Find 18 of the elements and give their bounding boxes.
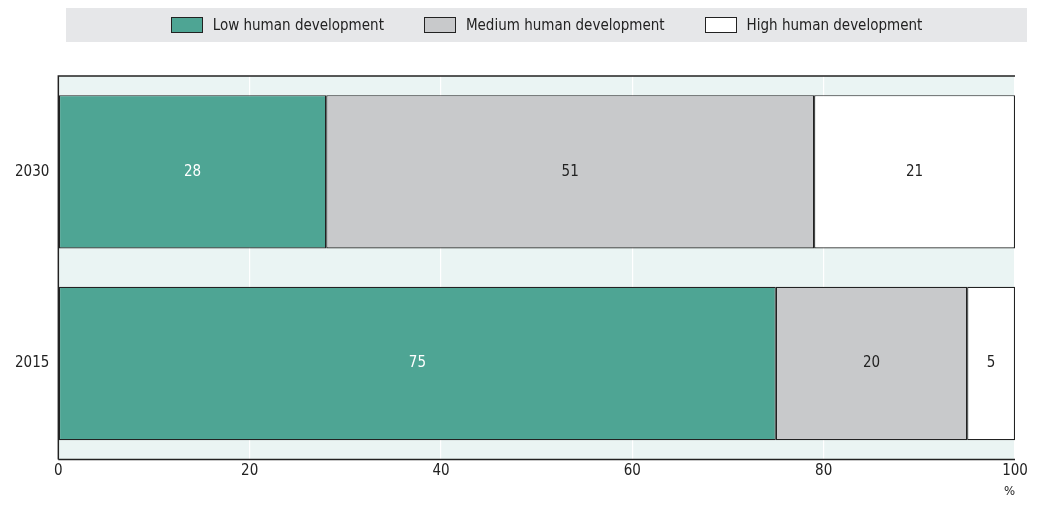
data-label: 20 (862, 353, 881, 372)
data-label: 5 (986, 353, 996, 372)
x-tick-label: 20 (241, 461, 259, 480)
data-label: 28 (183, 161, 202, 180)
y-tick-label: 2030 (14, 161, 50, 180)
legend-label: Medium human development (465, 16, 665, 34)
legend-label: High human development (746, 16, 923, 34)
data-label: 21 (905, 161, 924, 180)
x-tick-label: 100 (1002, 461, 1028, 480)
x-tick-label: 0 (54, 461, 63, 480)
x-tick-label: 60 (623, 461, 641, 480)
legend-label: Low human development (212, 16, 384, 34)
data-label: 51 (561, 161, 579, 180)
x-tick-label: 80 (815, 461, 833, 480)
data-label: 75 (408, 353, 426, 372)
y-tick-label: 2015 (14, 353, 50, 372)
x-axis-title: % (1003, 482, 1015, 498)
x-tick-label: 40 (432, 461, 450, 480)
